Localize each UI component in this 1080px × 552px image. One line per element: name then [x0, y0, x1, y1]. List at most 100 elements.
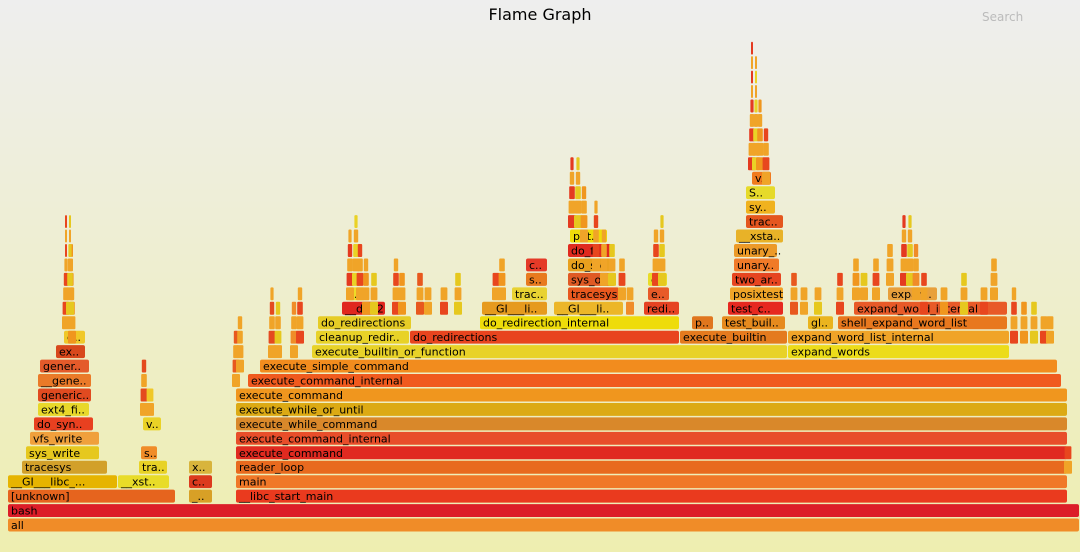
frame-test-c[interactable]: test_c.. — [728, 301, 783, 315]
frame-rect[interactable] — [189, 489, 212, 503]
flame-spike[interactable] — [757, 128, 763, 142]
flame-spike[interactable] — [424, 287, 432, 301]
frame-reader-loop[interactable]: reader_loop — [236, 460, 1067, 474]
flame-spike[interactable] — [1030, 316, 1038, 330]
flame-spike[interactable] — [1010, 330, 1018, 344]
flame-spike[interactable] — [580, 215, 588, 229]
flame-spike[interactable] — [492, 272, 500, 286]
flame-spike[interactable] — [960, 301, 968, 315]
frame-unknown[interactable]: [unknown] — [8, 489, 175, 503]
flame-spike[interactable] — [814, 301, 822, 315]
flame-spike[interactable] — [346, 272, 354, 286]
frame-execute-while-command[interactable]: execute_while_command — [236, 417, 1067, 431]
flame-spike[interactable] — [1040, 316, 1048, 330]
flame-spike[interactable] — [594, 200, 598, 214]
flame-spike[interactable] — [363, 258, 369, 272]
flame-spike[interactable] — [416, 301, 424, 315]
flame-spike[interactable] — [270, 287, 274, 301]
flame-spike[interactable] — [569, 171, 575, 185]
flame-spike[interactable] — [751, 70, 753, 84]
frame-rect[interactable] — [260, 359, 1057, 373]
flame-spike[interactable] — [912, 272, 920, 286]
frame-rect[interactable] — [410, 330, 679, 344]
flame-spike[interactable] — [65, 229, 67, 243]
frame-s[interactable]: S.. — [746, 186, 775, 200]
flame-spike[interactable] — [417, 272, 423, 286]
flame-spike[interactable] — [68, 330, 76, 344]
flame-spike[interactable] — [653, 244, 659, 257]
frame-rect[interactable] — [236, 388, 1067, 402]
flame-spike[interactable] — [67, 272, 73, 286]
frame-cleanup-redir[interactable]: cleanup_redir.. — [316, 330, 409, 344]
frame-two-ar[interactable]: two_ar.. — [732, 272, 781, 286]
flame-spike[interactable] — [659, 244, 665, 257]
flame-spike[interactable] — [236, 359, 244, 373]
flame-spike[interactable] — [653, 229, 659, 243]
flame-spike[interactable] — [393, 258, 399, 272]
flame-spike[interactable] — [362, 301, 370, 315]
frame-rect[interactable] — [318, 316, 411, 330]
frame-s[interactable]: s.. — [526, 272, 547, 286]
flame-spike[interactable] — [658, 272, 666, 286]
frame-sys-write[interactable]: sys_write — [26, 446, 99, 460]
flame-spike[interactable] — [619, 258, 625, 272]
flame-spike[interactable] — [907, 244, 913, 257]
frame-rect[interactable] — [118, 475, 169, 489]
frame-rect[interactable] — [568, 244, 611, 257]
flame-spike[interactable] — [68, 316, 76, 330]
flame-spike[interactable] — [908, 215, 912, 229]
flame-spike[interactable] — [940, 301, 948, 315]
flame-spike[interactable] — [900, 258, 908, 272]
frame-unary[interactable]: unary.. — [734, 258, 779, 272]
flame-spike[interactable] — [626, 287, 634, 301]
frame-execute-builtin[interactable]: execute_builtin — [680, 330, 787, 344]
frame-item[interactable]: _.. — [189, 489, 212, 503]
flame-spike[interactable] — [398, 301, 406, 315]
flame-spike[interactable] — [990, 287, 998, 301]
flame-spike[interactable] — [753, 113, 759, 127]
frame-sy[interactable]: sy.. — [746, 200, 775, 214]
flame-spike[interactable] — [357, 244, 363, 257]
flame-spike[interactable] — [356, 287, 364, 301]
frame-shell-expand-word-list[interactable]: shell_expand_word_list — [838, 316, 1007, 330]
frame-rect[interactable] — [8, 518, 1079, 532]
flame-spike[interactable] — [1064, 446, 1072, 460]
flame-spike[interactable] — [347, 258, 353, 272]
flame-spike[interactable] — [852, 272, 860, 286]
frame-rect[interactable] — [526, 258, 547, 272]
flame-spike[interactable] — [626, 301, 634, 315]
flame-spike[interactable] — [791, 272, 797, 286]
flame-spike[interactable] — [873, 258, 879, 272]
flame-spike[interactable] — [392, 287, 400, 301]
flame-spike[interactable] — [570, 157, 574, 171]
frame-rect[interactable] — [189, 475, 212, 489]
flame-spike[interactable] — [62, 316, 70, 330]
flame-spike[interactable] — [913, 258, 919, 272]
frame-rect[interactable] — [236, 431, 1067, 445]
frame-tra[interactable]: tra.. — [139, 460, 167, 474]
frame-rect[interactable] — [34, 417, 93, 431]
flame-spike[interactable] — [814, 287, 822, 301]
flame-spike[interactable] — [357, 258, 363, 272]
flame-spike[interactable] — [852, 287, 860, 301]
flame-spike[interactable] — [901, 244, 907, 257]
flame-spike[interactable] — [659, 229, 665, 243]
frame-do-redirection-internal[interactable]: do_redirection_internal — [480, 316, 679, 330]
frame-rect[interactable] — [56, 345, 85, 359]
flame-spike[interactable] — [920, 287, 928, 301]
flame-spike[interactable] — [755, 56, 757, 70]
flame-spike[interactable] — [440, 287, 448, 301]
flame-spike[interactable] — [498, 287, 506, 301]
frame-rect[interactable] — [734, 258, 779, 272]
flame-spike[interactable] — [920, 301, 928, 315]
flame-spike[interactable] — [763, 128, 769, 142]
flame-spike[interactable] — [274, 345, 282, 359]
flame-spike[interactable] — [65, 244, 67, 257]
frame-tracesys[interactable]: tracesys — [568, 287, 619, 301]
flame-spike[interactable] — [569, 186, 575, 200]
flame-spike[interactable] — [275, 316, 281, 330]
flame-spike[interactable] — [581, 186, 587, 200]
flame-spike[interactable] — [237, 330, 243, 344]
flame-spike[interactable] — [758, 99, 762, 113]
flame-spike[interactable] — [853, 258, 859, 272]
